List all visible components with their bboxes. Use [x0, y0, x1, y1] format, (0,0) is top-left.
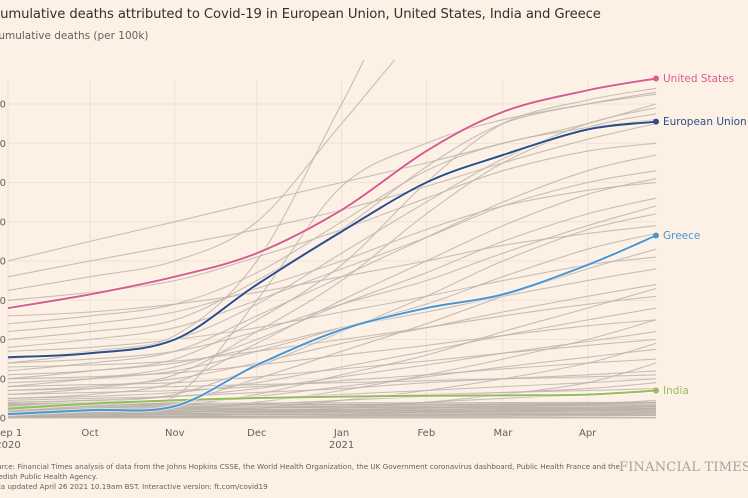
country-line — [8, 284, 657, 392]
country-line — [8, 123, 657, 278]
greece-end-marker — [653, 232, 659, 239]
source-line-2: Swedish Public Health Agency. — [0, 472, 98, 481]
x-tick-label: Oct — [81, 428, 98, 439]
country-line — [8, 358, 657, 395]
y-axis-label: Cumulative deaths (per 100k) — [0, 30, 149, 42]
european-union-line — [7, 120, 657, 359]
country-line — [8, 60, 396, 291]
country-line — [8, 307, 657, 399]
x-tick-label: Nov — [165, 428, 185, 439]
greece-label: Greece — [663, 230, 700, 242]
country-line — [8, 225, 657, 317]
european-union-label: European Union — [663, 116, 747, 128]
country-line — [8, 170, 657, 348]
ft-logo: FINANCIAL TIMES — [619, 460, 748, 475]
country-line — [8, 119, 657, 325]
grid — [7, 80, 656, 419]
country-line — [8, 256, 657, 352]
country-line — [8, 338, 657, 388]
y-tick-label: 40 — [0, 335, 6, 346]
x-tick-label: Jan — [333, 428, 349, 439]
united-states-line — [7, 77, 657, 310]
x-tick-label: Sep 1 — [0, 428, 22, 439]
country-line — [8, 374, 657, 392]
source-note: Source: Financial Times analysis of data… — [0, 462, 620, 492]
background-country-lines — [8, 60, 657, 419]
india-end-marker — [653, 387, 659, 394]
y-tick-label: 140 — [0, 139, 6, 150]
country-line — [8, 295, 657, 368]
x-tick-label: Feb — [417, 428, 435, 439]
y-tick-label: 160 — [0, 100, 6, 111]
united-states-label: United States — [663, 73, 734, 85]
country-line — [8, 181, 657, 333]
india-label: India — [663, 385, 689, 397]
y-tick-label: 60 — [0, 296, 6, 307]
series-labels: India Greece European Union United States — [663, 73, 747, 397]
source-line-3: Data updated April 26 2021 10.19am BST. … — [0, 482, 268, 491]
y-tick-label: 20 — [0, 374, 6, 385]
country-line — [8, 103, 657, 262]
country-line — [8, 414, 657, 418]
x-tick-label: Apr — [579, 428, 597, 439]
x-tick-sublabel: 2021 — [329, 440, 354, 451]
greece-line — [7, 234, 657, 416]
india-line — [7, 389, 657, 410]
highlighted-series — [7, 75, 659, 417]
y-tick-label: 100 — [0, 217, 6, 228]
y-axis: 0 20 40 60 80 100 120 140 160 — [0, 100, 6, 425]
chart-title: Cumulative deaths attributed to Covid-19… — [0, 7, 601, 22]
country-line — [8, 154, 657, 372]
country-line — [8, 319, 657, 380]
country-line — [8, 405, 657, 408]
y-tick-label: 80 — [0, 257, 6, 268]
united-states-end-marker — [653, 75, 659, 82]
country-line — [8, 370, 657, 401]
country-line — [8, 411, 657, 414]
country-line — [8, 331, 657, 403]
y-tick-label: 0 — [0, 414, 6, 425]
source-line-1: Source: Financial Times analysis of data… — [0, 462, 620, 471]
country-line — [8, 107, 657, 360]
country-line — [8, 205, 657, 364]
x-tick-label: Dec — [247, 428, 266, 439]
y-tick-label: 120 — [0, 178, 6, 189]
x-tick-sublabel: 2020 — [0, 440, 21, 451]
x-tick-label: Mar — [493, 428, 513, 439]
european-union-end-marker — [653, 118, 659, 125]
